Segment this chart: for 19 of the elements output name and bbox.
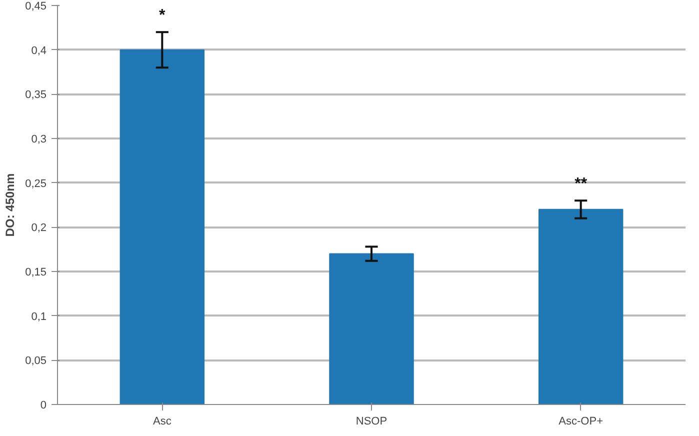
y-tick-label: 0,15 [25,266,47,278]
y-tick-label: 0,2 [31,222,47,234]
y-tick-label: 0,1 [31,310,47,323]
x-tick-label: Asc [153,416,172,428]
y-tick-label: 0,35 [25,89,47,102]
bar [120,49,205,404]
y-tick-label: 0,45 [25,0,47,12]
x-tick-label: Asc-OP+ [558,416,604,428]
y-tick-label: 0,4 [31,44,47,57]
y-tick-label: 0,25 [25,178,47,190]
bar [329,253,414,404]
annotation: ** [574,176,588,193]
y-tick-label: 0 [40,400,47,412]
annotation: * [159,7,166,24]
y-tick-label: 0,05 [25,355,47,368]
x-tick-label: NSOP [356,416,388,428]
bar [538,208,624,404]
y-tick-label: 0,3 [31,134,47,146]
y-axis-title: DO: 450nm [3,173,18,237]
